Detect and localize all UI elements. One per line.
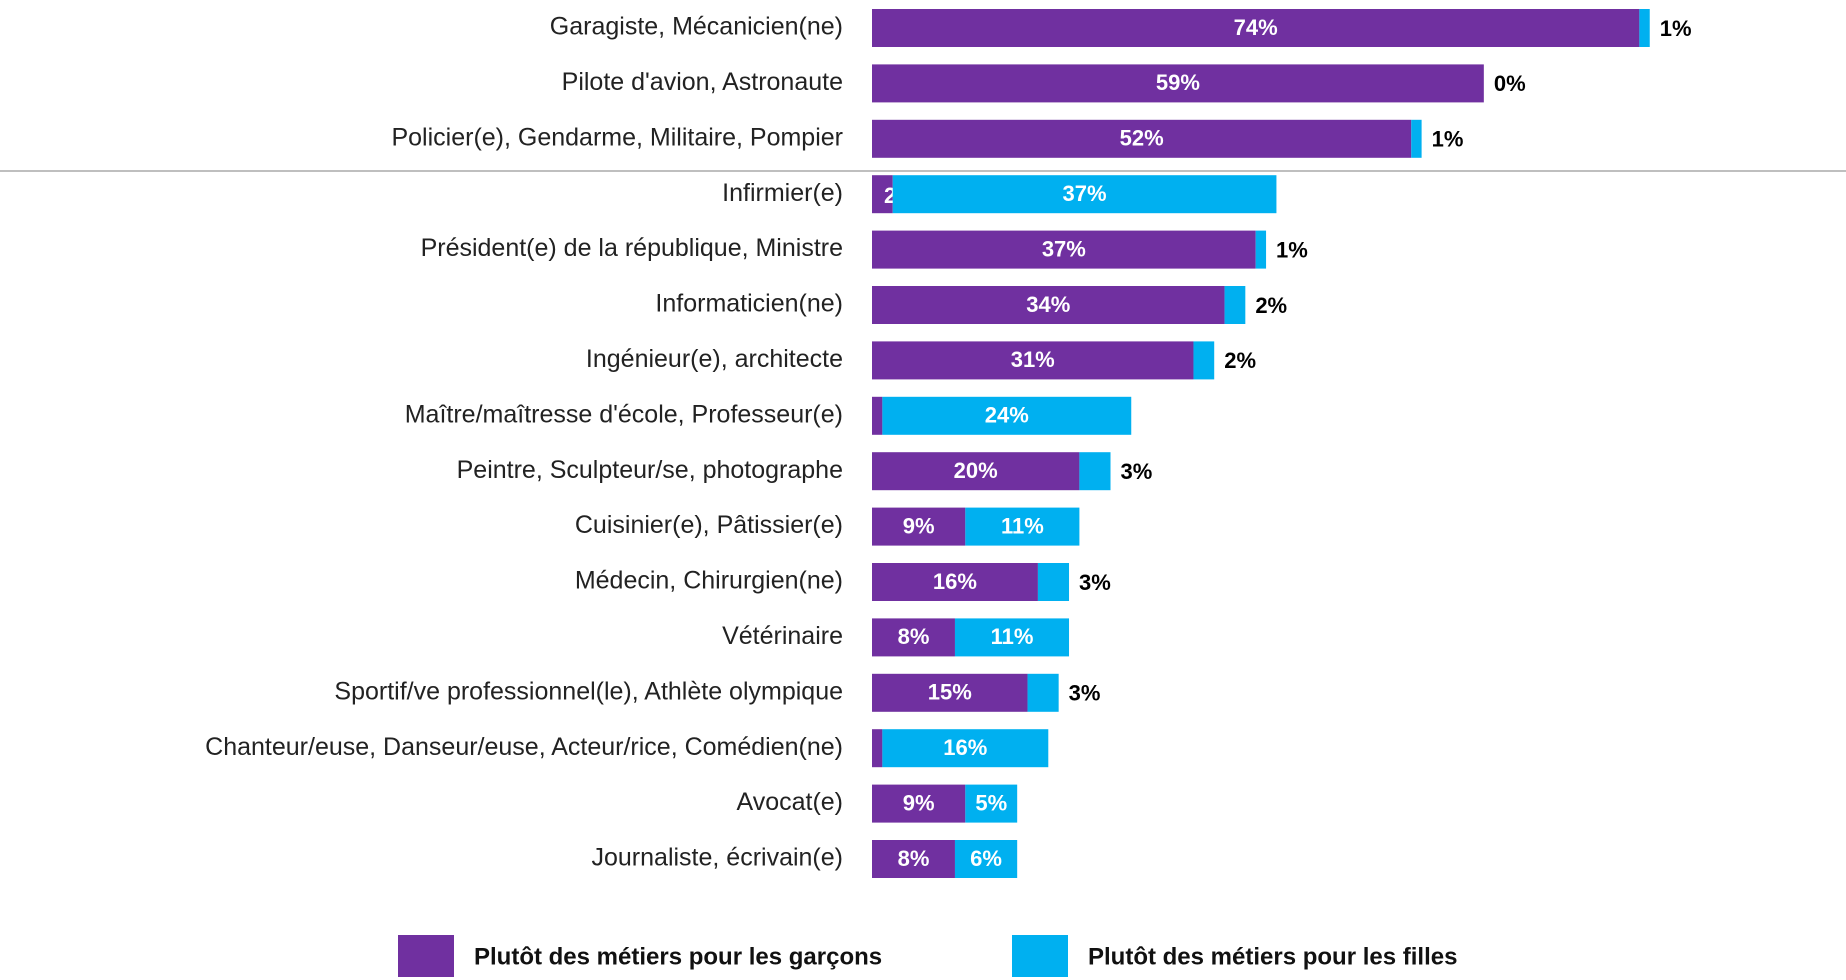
bar-segment bbox=[965, 784, 1018, 823]
bar-segment bbox=[1255, 230, 1267, 269]
category-label: Avocat(e) bbox=[736, 788, 843, 816]
legend-label: Plutôt des métiers pour les garçons bbox=[474, 943, 882, 970]
bar-segment bbox=[965, 507, 1080, 546]
bar-segment bbox=[1027, 673, 1059, 712]
value-label: 2% bbox=[1255, 293, 1287, 318]
value-label: 11% bbox=[1001, 513, 1044, 538]
category-label: Maître/maîtresse d'école, Professeur(e) bbox=[405, 400, 843, 428]
value-label: 0% bbox=[1494, 71, 1526, 96]
bar-segment bbox=[872, 286, 1225, 324]
value-label: 1% bbox=[1432, 127, 1464, 152]
bar-segment bbox=[872, 729, 883, 768]
bar-segment bbox=[872, 341, 1194, 380]
category-label: Informaticien(ne) bbox=[655, 290, 843, 318]
category-label: Policier(e), Gendarme, Militaire, Pompie… bbox=[391, 123, 843, 151]
category-label: Vétérinaire bbox=[722, 622, 843, 650]
bar-segment bbox=[872, 840, 955, 878]
bar-segment bbox=[872, 673, 1028, 712]
category-label: Ingénieur(e), architecte bbox=[586, 345, 843, 373]
bar-segment bbox=[872, 64, 1484, 103]
value-label: 59% bbox=[1156, 70, 1200, 95]
category-label: Président(e) de la république, Ministre bbox=[421, 234, 843, 262]
value-label: 20% bbox=[954, 458, 998, 483]
bar-segment bbox=[872, 507, 966, 546]
value-label: 37% bbox=[1042, 236, 1086, 261]
value-label: 6% bbox=[970, 846, 1002, 871]
value-label: 34% bbox=[1026, 292, 1070, 317]
value-label: 74% bbox=[1234, 15, 1278, 40]
bar-segment bbox=[1411, 119, 1422, 158]
value-label: 9% bbox=[903, 513, 935, 538]
value-label: 9% bbox=[903, 790, 935, 815]
value-label: 15% bbox=[928, 680, 972, 705]
bar-segment bbox=[882, 729, 1049, 768]
bar-segment bbox=[872, 175, 893, 214]
value-label: 24% bbox=[985, 403, 1029, 428]
value-label: 16% bbox=[943, 735, 987, 760]
value-label: 37% bbox=[1063, 181, 1107, 206]
bar-segment bbox=[872, 618, 955, 657]
bar-segment bbox=[872, 452, 1080, 491]
bar-segment bbox=[872, 396, 883, 435]
value-label: 1% bbox=[1276, 237, 1308, 262]
legend-swatch bbox=[398, 935, 454, 977]
value-label: 3% bbox=[1121, 459, 1153, 484]
bar-segment bbox=[954, 840, 1018, 878]
bar-segment bbox=[882, 396, 1132, 435]
bar-segment bbox=[872, 784, 966, 823]
bar-segment bbox=[872, 563, 1038, 601]
category-label: Journaliste, écrivain(e) bbox=[592, 844, 844, 872]
bar-segment bbox=[1193, 341, 1215, 380]
category-label: Sportif/ve professionnel(le), Athlète ol… bbox=[334, 677, 843, 705]
value-label: 8% bbox=[898, 624, 930, 649]
category-label: Infirmier(e) bbox=[722, 179, 843, 207]
bar-segment bbox=[1037, 563, 1070, 601]
category-label: Cuisinier(e), Pâtissier(e) bbox=[575, 511, 843, 539]
bar-segment bbox=[1639, 9, 1650, 47]
legend-swatch bbox=[1012, 935, 1068, 977]
bar-segment bbox=[892, 175, 1277, 214]
value-label: 3% bbox=[1079, 570, 1111, 595]
bar-segment bbox=[954, 618, 1070, 657]
category-label: Chanteur/euse, Danseur/euse, Acteur/rice… bbox=[205, 733, 843, 761]
bar-segment bbox=[872, 119, 1412, 158]
value-label: 1% bbox=[1660, 16, 1692, 41]
category-label: Peintre, Sculpteur/se, photographe bbox=[457, 456, 843, 484]
value-label: 11% bbox=[991, 624, 1034, 649]
category-label: Pilote d'avion, Astronaute bbox=[562, 68, 843, 96]
category-label: Médecin, Chirurgien(ne) bbox=[575, 567, 843, 595]
value-label: 2% bbox=[1224, 348, 1256, 373]
bar-segment bbox=[872, 9, 1640, 47]
value-label: 31% bbox=[1011, 347, 1055, 372]
value-label: 52% bbox=[1120, 126, 1164, 151]
bar-segment bbox=[1079, 452, 1111, 491]
value-label: 16% bbox=[933, 569, 977, 594]
legend-label: Plutôt des métiers pour les filles bbox=[1088, 943, 1457, 970]
bar-segment bbox=[872, 230, 1256, 269]
value-label: 3% bbox=[1069, 681, 1101, 706]
category-label: Garagiste, Mécanicien(ne) bbox=[550, 13, 843, 41]
bar-segment bbox=[1224, 286, 1246, 324]
value-label: 8% bbox=[898, 846, 930, 871]
value-label: 5% bbox=[975, 790, 1007, 815]
